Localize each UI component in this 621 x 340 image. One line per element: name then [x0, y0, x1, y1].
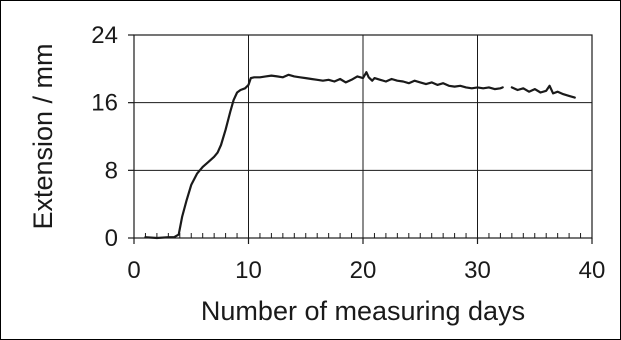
- series-layer: [144, 71, 576, 240]
- y-axis-title: Extension / mm: [28, 43, 58, 229]
- y-tick-labels: 0 8 16 24: [91, 22, 118, 252]
- x-tick-label-40: 40: [579, 257, 606, 284]
- y-tick-label-8: 8: [105, 157, 118, 184]
- x-tick-label-30: 30: [464, 257, 491, 284]
- x-axis-title: Number of measuring days: [201, 296, 525, 326]
- extension-line-segment-1: [144, 71, 504, 240]
- extension-line-segment-2: [510, 84, 576, 99]
- x-tick-label-10: 10: [235, 257, 262, 284]
- y-tick-label-24: 24: [91, 22, 118, 49]
- plot-area: [133, 34, 593, 239]
- x-tick-label-20: 20: [350, 257, 377, 284]
- x-tick-label-0: 0: [127, 257, 140, 284]
- minor-tick-layer: [144, 233, 582, 238]
- y-tick-label-0: 0: [105, 225, 118, 252]
- x-tick-labels: 0 10 20 30 40: [127, 257, 605, 284]
- grid-layer: [128, 34, 593, 244]
- y-tick-label-16: 16: [91, 90, 118, 117]
